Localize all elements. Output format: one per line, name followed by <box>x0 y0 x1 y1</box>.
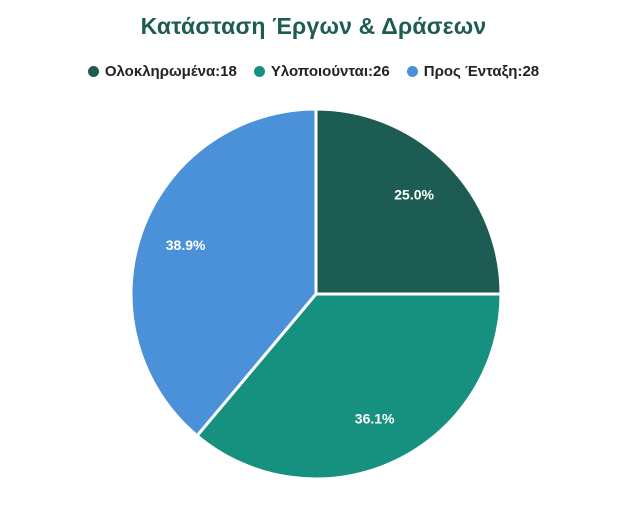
slice-percent-label-2: 38.9% <box>166 237 206 253</box>
slice-percent-label-1: 36.1% <box>355 410 395 426</box>
legend-marker-completed-icon <box>87 66 99 77</box>
legend-label-completed: Ολοκληρωμένα:18 <box>104 63 237 80</box>
chart-title: Κατάσταση Έργων & Δράσεων <box>140 13 487 39</box>
legend-label-in-progress: Υλοποιούνται:26 <box>270 63 390 80</box>
slice-percent-label-0: 25.0% <box>394 187 434 203</box>
pie-slice-2-Προς Ένταξη[interactable] <box>129 107 318 438</box>
legend-marker-in-progress-icon <box>253 66 265 77</box>
legend-marker-to-be-included-icon <box>406 66 418 77</box>
legend-item-in-progress[interactable]: Υλοποιούνται:26 <box>253 63 390 80</box>
legend-item-completed[interactable]: Ολοκληρωμένα:18 <box>87 63 237 80</box>
pie-slice-1-Υλοποιούνται[interactable] <box>195 292 503 481</box>
pie-slice-0-Ολοκληρωμένα[interactable] <box>314 107 503 296</box>
legend-item-to-be-included[interactable]: Προς Ένταξη:28 <box>406 63 540 80</box>
legend: Ολοκληρωμένα:18 Υλοποιούνται:26 Προς Έντ… <box>0 63 627 80</box>
legend-label-to-be-included: Προς Ένταξη:28 <box>423 63 540 80</box>
